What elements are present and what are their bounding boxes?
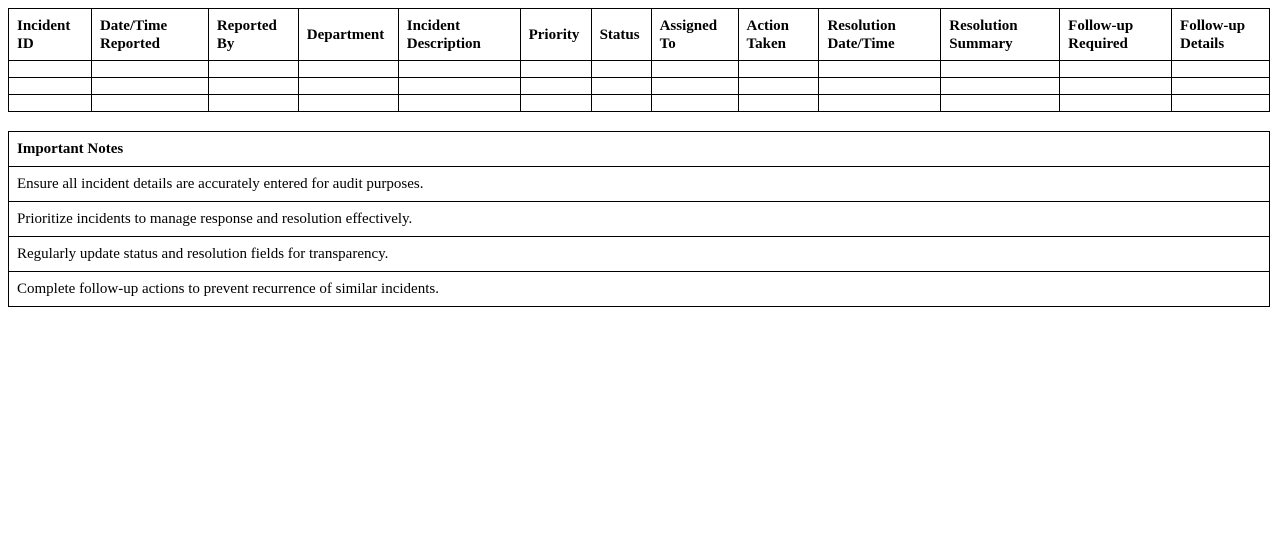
table-cell[interactable]: [207, 60, 299, 78]
table-cell[interactable]: [650, 60, 739, 78]
column-header: Status: [590, 8, 652, 61]
column-header: Date/Time Reported: [90, 8, 209, 61]
table-header-row: Incident ID Date/Time Reported Reported By…: [8, 8, 1270, 61]
notes-title: Important Notes: [8, 131, 1270, 167]
note-item: Ensure all incident details are accurate…: [8, 166, 1270, 202]
table-cell[interactable]: [8, 60, 92, 78]
table-cell[interactable]: [818, 94, 942, 112]
table-cell[interactable]: [818, 60, 942, 78]
table-cell[interactable]: [397, 94, 521, 112]
column-header: Follow-up Details: [1171, 8, 1270, 61]
table-cell[interactable]: [1059, 94, 1173, 112]
note-item: Regularly update status and resolution f…: [8, 236, 1270, 272]
table-row: [8, 60, 1270, 78]
table-cell[interactable]: [207, 77, 299, 95]
column-header: Resolution Date/Time: [818, 8, 942, 61]
column-header: Priority: [519, 8, 592, 61]
table-row: [8, 94, 1270, 112]
column-header: Resolution Summary: [940, 8, 1061, 61]
table-cell[interactable]: [590, 60, 652, 78]
table-cell[interactable]: [1059, 77, 1173, 95]
table-cell[interactable]: [519, 94, 592, 112]
column-header: Incident Description: [397, 8, 521, 61]
column-header: Reported By: [207, 8, 299, 61]
column-header: Follow-up Required: [1059, 8, 1173, 61]
table-cell[interactable]: [818, 77, 942, 95]
table-cell[interactable]: [519, 60, 592, 78]
table-cell[interactable]: [8, 94, 92, 112]
column-header: Incident ID: [8, 8, 92, 61]
important-notes-table: Important Notes Ensure all incident deta…: [8, 131, 1270, 307]
table-cell[interactable]: [297, 60, 399, 78]
table-cell[interactable]: [8, 77, 92, 95]
table-cell[interactable]: [590, 77, 652, 95]
table-cell[interactable]: [1171, 60, 1270, 78]
table-cell[interactable]: [397, 60, 521, 78]
table-cell[interactable]: [650, 94, 739, 112]
table-cell[interactable]: [1171, 77, 1270, 95]
table-cell[interactable]: [940, 60, 1061, 78]
table-cell[interactable]: [90, 77, 209, 95]
table-cell[interactable]: [207, 94, 299, 112]
table-cell[interactable]: [1171, 94, 1270, 112]
note-item: Prioritize incidents to manage response …: [8, 201, 1270, 237]
column-header: Assigned To: [650, 8, 739, 61]
table-cell[interactable]: [940, 77, 1061, 95]
table-cell[interactable]: [1059, 60, 1173, 78]
table-cell[interactable]: [519, 77, 592, 95]
column-header: Department: [297, 8, 399, 61]
table-cell[interactable]: [297, 94, 399, 112]
table-cell[interactable]: [90, 94, 209, 112]
table-cell[interactable]: [397, 77, 521, 95]
table-cell[interactable]: [590, 94, 652, 112]
table-cell[interactable]: [297, 77, 399, 95]
table-cell[interactable]: [737, 77, 820, 95]
table-cell[interactable]: [737, 60, 820, 78]
table-cell[interactable]: [737, 94, 820, 112]
table-row: [8, 77, 1270, 95]
table-cell[interactable]: [650, 77, 739, 95]
incident-table: Incident ID Date/Time Reported Reported By…: [8, 8, 1270, 112]
table-cell[interactable]: [940, 94, 1061, 112]
note-item: Complete follow-up actions to prevent re…: [8, 271, 1270, 307]
table-cell[interactable]: [90, 60, 209, 78]
column-header: Action Taken: [737, 8, 820, 61]
